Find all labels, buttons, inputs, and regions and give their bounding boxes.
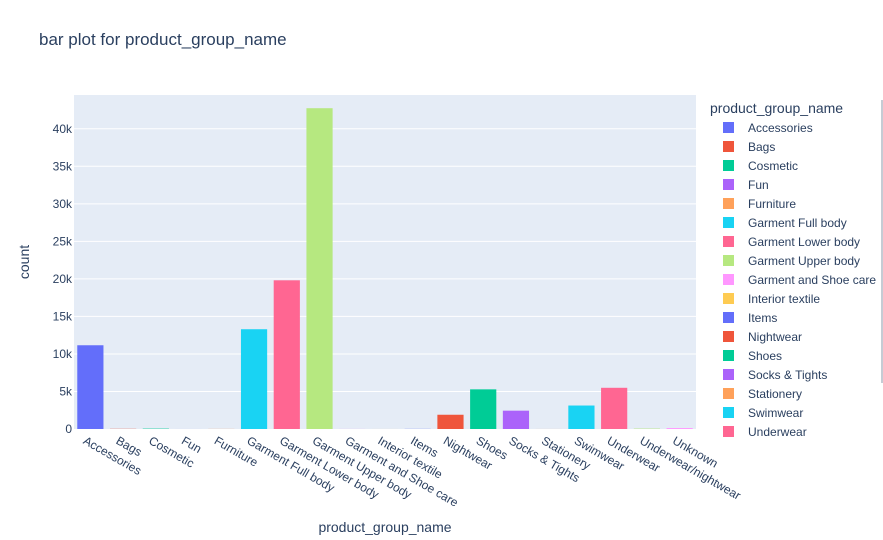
legend-swatch [723,369,734,380]
chart-title: bar plot for product_group_name [39,30,287,49]
y-tick-label: 0 [65,422,72,436]
bar[interactable] [502,410,530,429]
y-tick-label: 10k [53,347,73,361]
plot-area [74,95,696,429]
x-axis-label: product_group_name [318,519,451,535]
legend-item[interactable]: Cosmetic [748,159,798,173]
legend-swatch [723,236,734,247]
y-tick-label: 20k [53,272,73,286]
y-tick-label: 35k [53,159,73,173]
legend-item[interactable]: Fun [748,178,769,192]
legend-swatch [723,293,734,304]
legend-swatch [723,217,734,228]
y-tick-label: 30k [53,197,73,211]
legend-item[interactable]: Garment Lower body [748,235,860,249]
bar[interactable] [666,428,693,429]
legend-swatch [723,331,734,342]
legend-item[interactable]: Items [748,311,777,325]
gridlines [74,128,696,392]
legend-item[interactable]: Furniture [748,197,796,211]
legend-swatch [723,312,734,323]
legend-item[interactable]: Nightwear [748,330,802,344]
legend-item[interactable]: Underwear [748,444,807,458]
bar[interactable] [568,405,595,429]
y-tick-label: 40k [53,122,73,136]
legend-item[interactable]: Garment and Shoe care [748,273,876,287]
y-axis-label: count [16,245,32,279]
legend-item[interactable]: Interior textile [748,292,820,306]
legend-swatch [723,122,734,133]
legend-swatch [723,388,734,399]
y-tick-label: 15k [53,309,73,323]
bar[interactable] [601,387,628,429]
legend-swatch [723,426,734,437]
y-tick-label: 5k [59,384,73,398]
legend-item[interactable]: Swimwear [748,406,803,420]
legend-swatch [723,407,734,418]
bar[interactable] [306,108,333,429]
legend-item[interactable]: Socks & Tights [748,368,827,382]
legend-item[interactable]: Garment Upper body [748,254,860,268]
legend-swatch [723,141,734,152]
legend-item[interactable]: Underwear [748,425,807,439]
bar[interactable] [470,389,497,429]
legend-item[interactable]: Accessories [748,121,813,135]
legend-swatch [723,198,734,209]
legend-item[interactable]: Garment Full body [748,216,847,230]
bar[interactable] [273,280,300,429]
bar[interactable] [77,345,104,429]
legend-swatch [723,160,734,171]
legend-swatch [723,445,734,456]
legend-item[interactable]: Stationery [748,387,802,401]
y-tick-labels: 0 5k 10k 15k 20k 25k 30k 35k 40k [53,122,73,436]
bar[interactable] [437,414,464,429]
legend-item[interactable]: Bags [748,140,775,154]
bar[interactable] [240,329,268,429]
y-tick-label: 25k [53,234,73,248]
legend-title: product_group_name [710,100,843,116]
legend[interactable]: product_group_name Accessories Bags Cosmet… [710,100,883,458]
bars [77,108,693,429]
legend-swatch [723,274,734,285]
legend-swatch [723,350,734,361]
legend-swatch [723,179,734,190]
legend-swatch [723,255,734,266]
legend-item[interactable]: Shoes [748,349,782,363]
